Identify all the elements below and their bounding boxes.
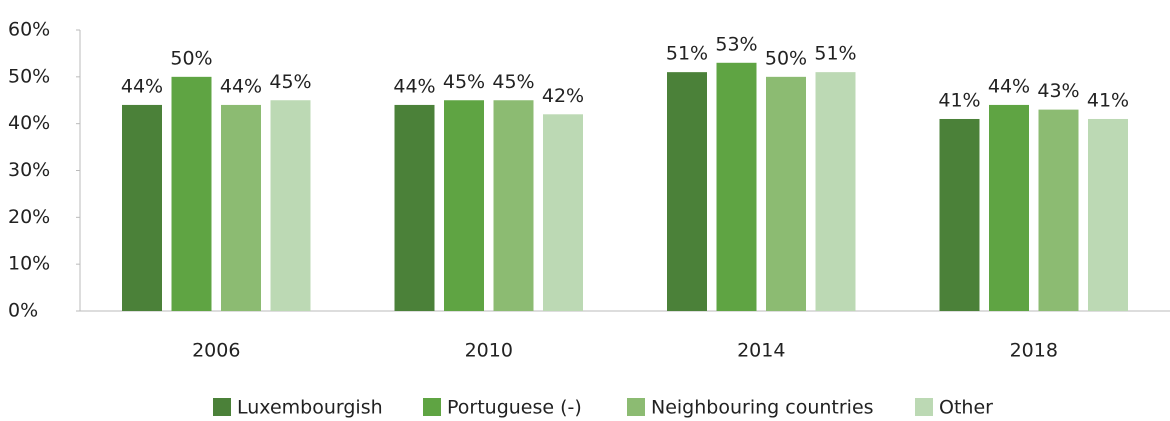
data-label: 41%: [938, 89, 980, 111]
data-label: 44%: [220, 75, 262, 97]
y-tick-label: 50%: [8, 65, 50, 87]
bar: [171, 76, 212, 311]
legend-swatch: [915, 398, 933, 416]
legend-swatch: [627, 398, 645, 416]
legend-label: Portuguese (-): [447, 397, 582, 419]
y-tick-label: 40%: [8, 112, 50, 134]
bar: [1088, 118, 1128, 311]
bar: [122, 104, 162, 311]
x-tick-label: 2018: [1010, 340, 1058, 362]
bar: [815, 72, 856, 312]
bar: [543, 114, 583, 311]
y-tick-label: 60%: [8, 19, 50, 41]
data-label: 53%: [715, 33, 757, 55]
data-label: 45%: [443, 71, 485, 93]
data-label: 50%: [765, 47, 807, 69]
x-tick-label: 2010: [465, 340, 513, 362]
bar: [667, 72, 707, 312]
data-label: 51%: [814, 43, 856, 65]
data-label: 51%: [666, 43, 708, 65]
bar: [221, 104, 261, 311]
y-tick-label: 10%: [8, 253, 50, 275]
bar: [766, 76, 806, 311]
legend-label: Luxembourgish: [237, 397, 383, 419]
bar: [939, 118, 980, 311]
y-tick-label: 20%: [8, 206, 50, 228]
bar: [493, 100, 534, 311]
legend-label: Neighbouring countries: [651, 397, 874, 419]
bar: [270, 100, 311, 311]
data-label: 44%: [988, 75, 1030, 97]
x-tick-label: 2014: [737, 340, 785, 362]
y-tick-label: 30%: [8, 159, 50, 181]
x-tick-label: 2006: [192, 340, 240, 362]
data-label: 43%: [1037, 80, 1079, 102]
data-label: 41%: [1087, 89, 1129, 111]
bar: [1038, 109, 1079, 311]
bar: [394, 104, 435, 311]
data-label: 44%: [393, 75, 435, 97]
legend-label: Other: [939, 397, 993, 419]
bar: [989, 104, 1029, 311]
legend-swatch: [213, 398, 231, 416]
data-label: 45%: [269, 71, 311, 93]
bar: [716, 62, 757, 312]
data-label: 44%: [121, 75, 163, 97]
y-tick-label: 0%: [8, 300, 38, 322]
data-label: 50%: [170, 47, 212, 69]
bar: [444, 100, 484, 311]
data-label: 42%: [542, 85, 584, 107]
legend-swatch: [423, 398, 441, 416]
data-label: 45%: [492, 71, 534, 93]
